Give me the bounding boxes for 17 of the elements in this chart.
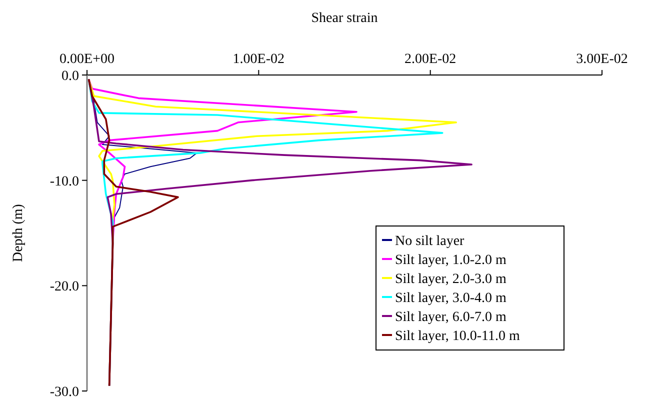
y-tick-label: -10.0: [50, 174, 79, 190]
x-axis-title: Shear strain: [311, 11, 378, 26]
x-tick-label: 2.00E-02: [404, 52, 456, 67]
legend-label: Silt layer, 2.0-3.0 m: [395, 272, 507, 287]
legend-label: No silt layer: [395, 234, 465, 249]
x-tick-label: 0.00E+00: [60, 52, 114, 67]
line-series: [88, 78, 179, 387]
x-tick-label: 1.00E-02: [232, 52, 285, 67]
legend-label: Silt layer, 6.0-7.0 m: [395, 310, 507, 325]
y-tick-label: 0.0: [62, 69, 79, 84]
y-tick-label: -20.0: [50, 280, 79, 295]
legend-label: Silt layer, 1.0-2.0 m: [395, 253, 507, 268]
legend-label: Silt layer, 10.0-11.0 m: [395, 329, 520, 344]
y-axis-title: Depth (m): [11, 204, 26, 262]
legend-label: Silt layer, 3.0-4.0 m: [395, 291, 507, 306]
y-tick-label: -30.0: [50, 385, 79, 400]
x-tick-label: 3.00E-02: [576, 52, 628, 67]
